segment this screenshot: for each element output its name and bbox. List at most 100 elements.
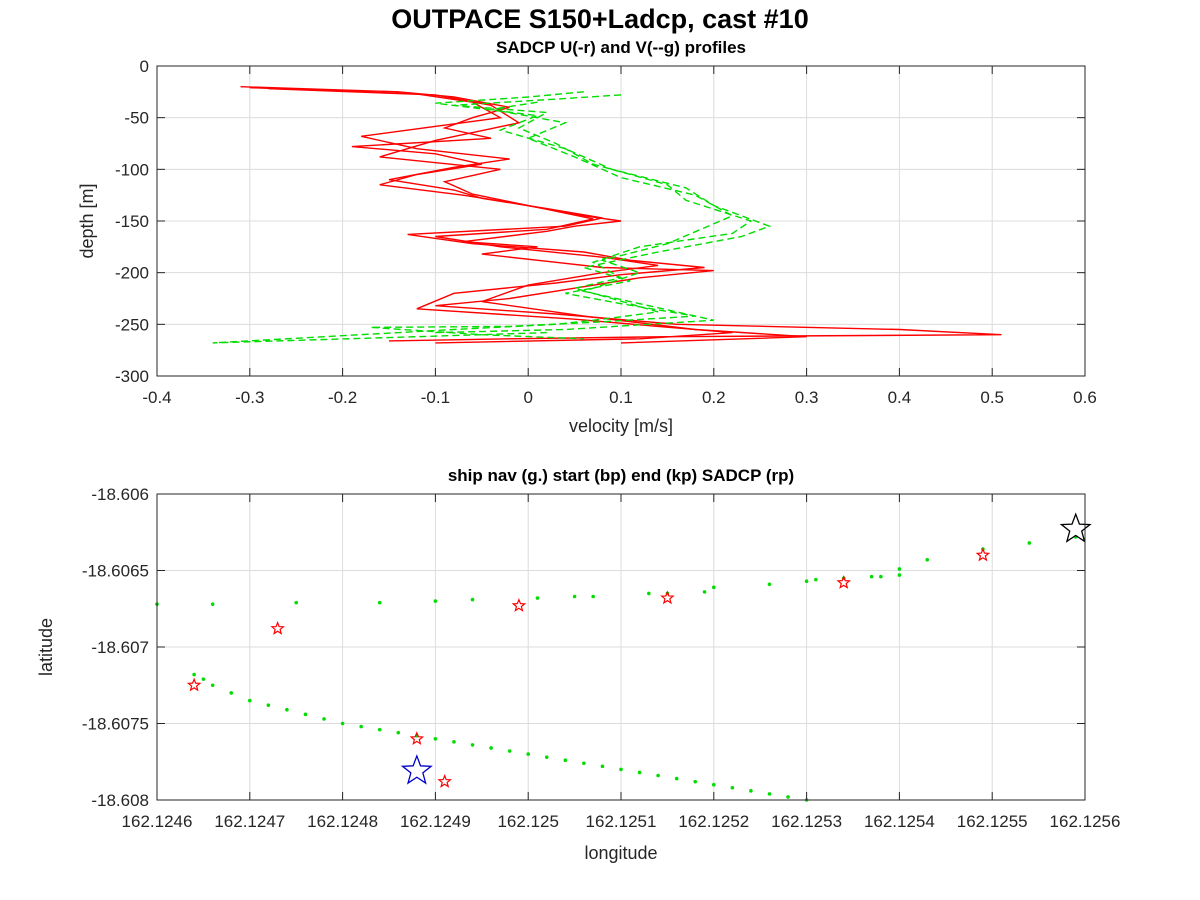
nav-point <box>470 743 475 747</box>
y-tick-label: -200 <box>115 264 149 283</box>
nav-point <box>572 594 577 599</box>
nav-point <box>303 712 308 717</box>
sadcp-point <box>437 773 452 788</box>
velocity-chart-title: SADCP U(-r) and V(--g) profiles <box>496 38 746 57</box>
sadcp-point <box>409 731 425 745</box>
nav-chart-title: ship nav (g.) start (bp) end (kp) SADCP … <box>448 466 794 485</box>
x-tick-label: 0.3 <box>795 388 819 407</box>
x-tick-label: -0.4 <box>142 388 171 407</box>
nav-point <box>192 672 196 677</box>
nav-point <box>266 703 271 707</box>
velocity-chart-y-label: depth [m] <box>77 183 97 258</box>
nav-point <box>322 717 326 721</box>
x-tick-label: 162.1248 <box>307 812 378 831</box>
u-profile-line <box>268 88 807 344</box>
nav-point <box>619 767 623 772</box>
v-profile-line <box>370 91 772 340</box>
y-tick-label: -300 <box>115 367 149 386</box>
nav-point <box>786 795 790 799</box>
x-tick-label: -0.2 <box>328 388 357 407</box>
x-tick-label: 162.1255 <box>957 812 1028 831</box>
nav-chart-plot-area <box>155 512 1092 802</box>
nav-point <box>433 599 438 603</box>
velocity-chart-x-ticks: -0.4 -0.3 -0.2 -0.1 0 0.1 0.2 0.3 0.4 0.5 0.6 <box>142 66 1097 407</box>
nav-point <box>563 758 568 763</box>
y-tick-label: -18.608 <box>91 791 149 810</box>
nav-point <box>489 746 493 750</box>
x-tick-label: 162.1247 <box>214 812 285 831</box>
nav-point <box>879 574 883 579</box>
x-tick-label: -0.1 <box>421 388 450 407</box>
y-tick-label: -100 <box>115 160 149 179</box>
nav-point <box>869 574 874 579</box>
nav-point <box>544 755 549 759</box>
nav-point <box>674 776 679 781</box>
start-marker <box>400 754 433 785</box>
nav-point <box>814 577 818 582</box>
x-tick-label: 0.1 <box>609 388 633 407</box>
ship-nav-chart: ship nav (g.) start (bp) end (kp) SADCP … <box>36 466 1120 863</box>
x-tick-label: 0.5 <box>980 388 1004 407</box>
nav-point <box>804 579 809 584</box>
nav-point <box>433 737 438 741</box>
u-profile-line <box>249 87 733 344</box>
nav-point <box>210 683 215 688</box>
velocity-chart-y-ticks: 0 -50 -100 -150 -200 -250 -300 <box>115 57 1085 386</box>
nav-point <box>526 752 530 756</box>
nav-point <box>377 727 382 732</box>
y-tick-label: -150 <box>115 212 149 231</box>
nav-point <box>600 764 605 769</box>
figure-title: OUTPACE S150+Ladcp, cast #10 <box>391 4 808 34</box>
nav-point <box>229 691 234 695</box>
nav-point <box>712 782 716 787</box>
x-tick-label: 162.1253 <box>771 812 842 831</box>
nav-point <box>730 785 735 790</box>
sadcp-point <box>511 598 527 612</box>
x-tick-label: 162.1249 <box>400 812 471 831</box>
y-tick-label: -18.6075 <box>82 715 149 734</box>
nav-point <box>702 590 707 594</box>
nav-point <box>767 582 772 587</box>
nav-point <box>377 600 382 605</box>
end-marker <box>1059 512 1092 543</box>
nav-point <box>693 779 698 784</box>
x-tick-label: 162.125 <box>497 812 558 831</box>
u-profile-line <box>240 86 1002 342</box>
nav-point <box>285 707 289 712</box>
nav-point <box>201 677 206 681</box>
y-tick-label: -18.607 <box>91 638 149 657</box>
x-tick-label: 162.1246 <box>122 812 193 831</box>
nav-point <box>591 594 595 599</box>
x-tick-label: 0.6 <box>1073 388 1097 407</box>
nav-chart-x-ticks: 162.1246 162.1247 162.1248 162.1249 162.125 1… <box>122 494 1121 831</box>
nav-point <box>210 602 215 606</box>
v-profile-line <box>212 94 753 344</box>
nav-point <box>925 557 930 562</box>
nav-point <box>452 740 456 744</box>
y-tick-label: -50 <box>124 109 149 128</box>
x-tick-label: 0 <box>523 388 532 407</box>
sadcp-point <box>270 620 285 635</box>
nav-point <box>712 585 716 590</box>
x-tick-label: 0.2 <box>702 388 726 407</box>
velocity-chart-plot-area <box>212 86 1002 344</box>
nav-chart-grid <box>156 493 1086 801</box>
sadcp-point <box>836 575 851 589</box>
v-profile-line <box>435 101 734 334</box>
nav-point <box>767 792 772 796</box>
x-tick-label: 162.1252 <box>678 812 749 831</box>
nav-point <box>582 761 586 766</box>
nav-point <box>897 573 902 577</box>
nav-point <box>359 724 363 729</box>
y-tick-label: 0 <box>140 57 149 76</box>
nav-point <box>897 567 902 571</box>
nav-point <box>637 770 642 775</box>
x-tick-label: 0.4 <box>888 388 912 407</box>
nav-point <box>656 773 660 778</box>
x-tick-label: -0.3 <box>235 388 264 407</box>
nav-point <box>470 597 475 602</box>
nav-chart-y-ticks: -18.606 -18.6065 -18.607 -18.6075 -18.608 <box>82 485 1085 810</box>
y-tick-label: -18.606 <box>91 485 149 504</box>
x-tick-label: 162.1256 <box>1050 812 1121 831</box>
